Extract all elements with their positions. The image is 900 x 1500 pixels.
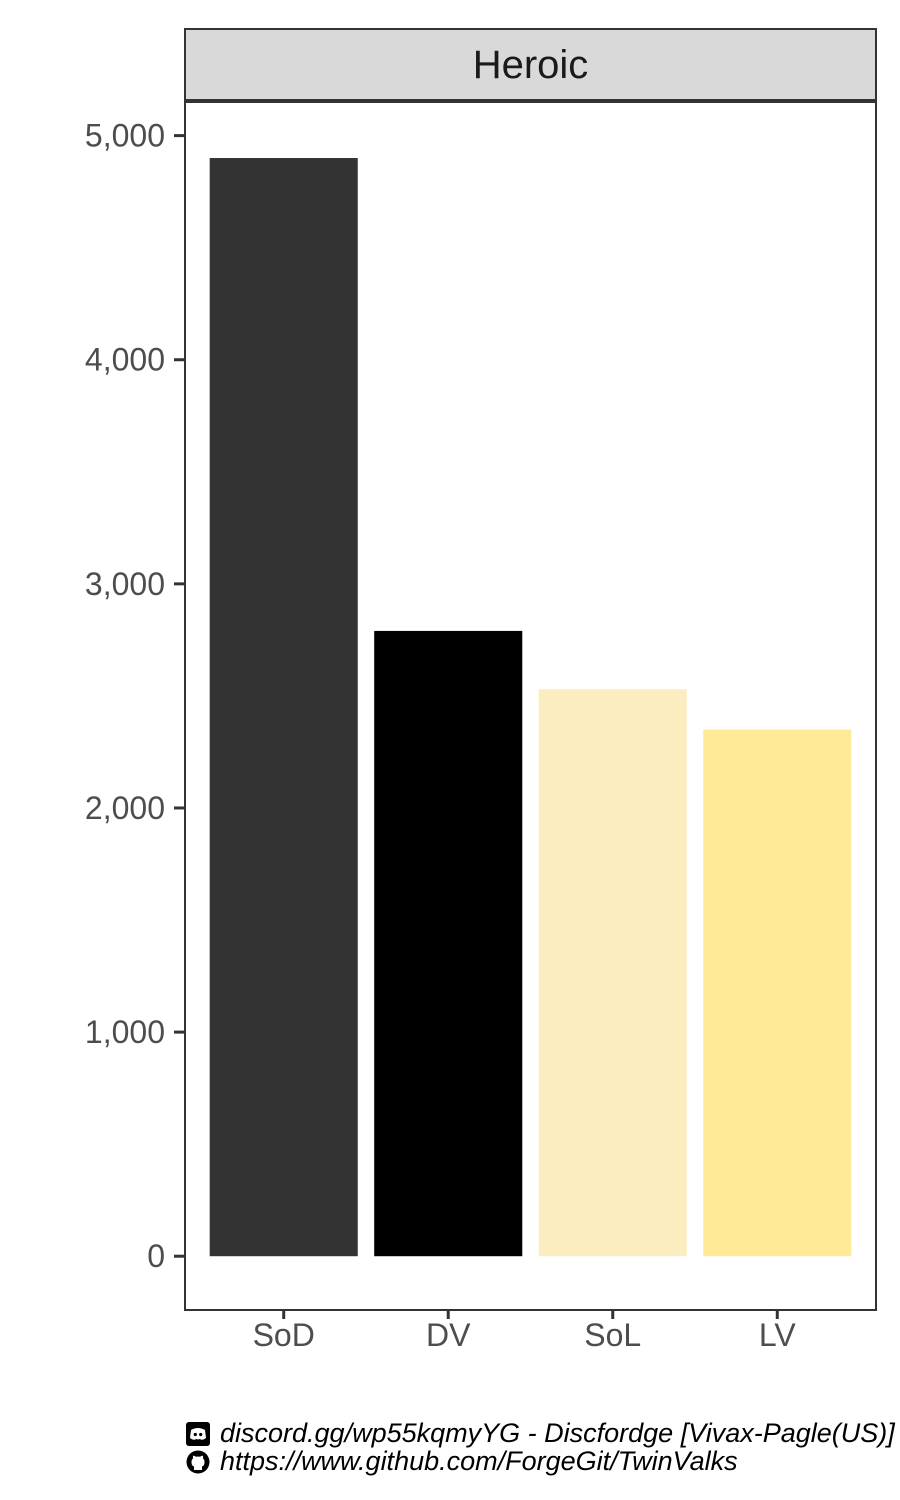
discord-icon <box>186 1421 210 1446</box>
caption-github-text: https://www.github.com/ForgeGit/TwinValk… <box>220 1446 738 1476</box>
y-tick-label: 4,000 <box>85 342 165 378</box>
y-tick-label: 3,000 <box>85 566 165 602</box>
github-icon <box>186 1450 210 1473</box>
y-tick-label: 5,000 <box>85 118 165 154</box>
x-tick-label: DV <box>426 1317 471 1353</box>
bars-group <box>209 158 852 1257</box>
x-axis: SoD DV SoL LV <box>253 1310 796 1353</box>
y-tick-label: 0 <box>147 1238 165 1274</box>
y-tick-label: 1,000 <box>85 1014 165 1050</box>
bar-sol <box>538 689 687 1257</box>
x-tick-label: LV <box>759 1317 796 1353</box>
x-tick-label: SoD <box>253 1317 315 1353</box>
y-axis: 0 1,000 2,000 3,000 4,000 5,000 <box>85 118 185 1274</box>
caption-discord-text: discord.gg/wp55kqmyYG - Discfordge [Viva… <box>220 1418 895 1448</box>
bar-sod <box>209 158 358 1257</box>
facet-title: Heroic <box>473 43 589 87</box>
caption-discord: discord.gg/wp55kqmyYG - Discfordge [Viva… <box>186 1418 895 1449</box>
y-tick-label: 2,000 <box>85 790 165 826</box>
caption-github: https://www.github.com/ForgeGit/TwinValk… <box>186 1446 738 1477</box>
facet-strip <box>184 28 877 101</box>
x-tick-label: SoL <box>584 1317 641 1353</box>
bar-dv <box>374 630 523 1257</box>
bar-lv <box>703 729 852 1257</box>
